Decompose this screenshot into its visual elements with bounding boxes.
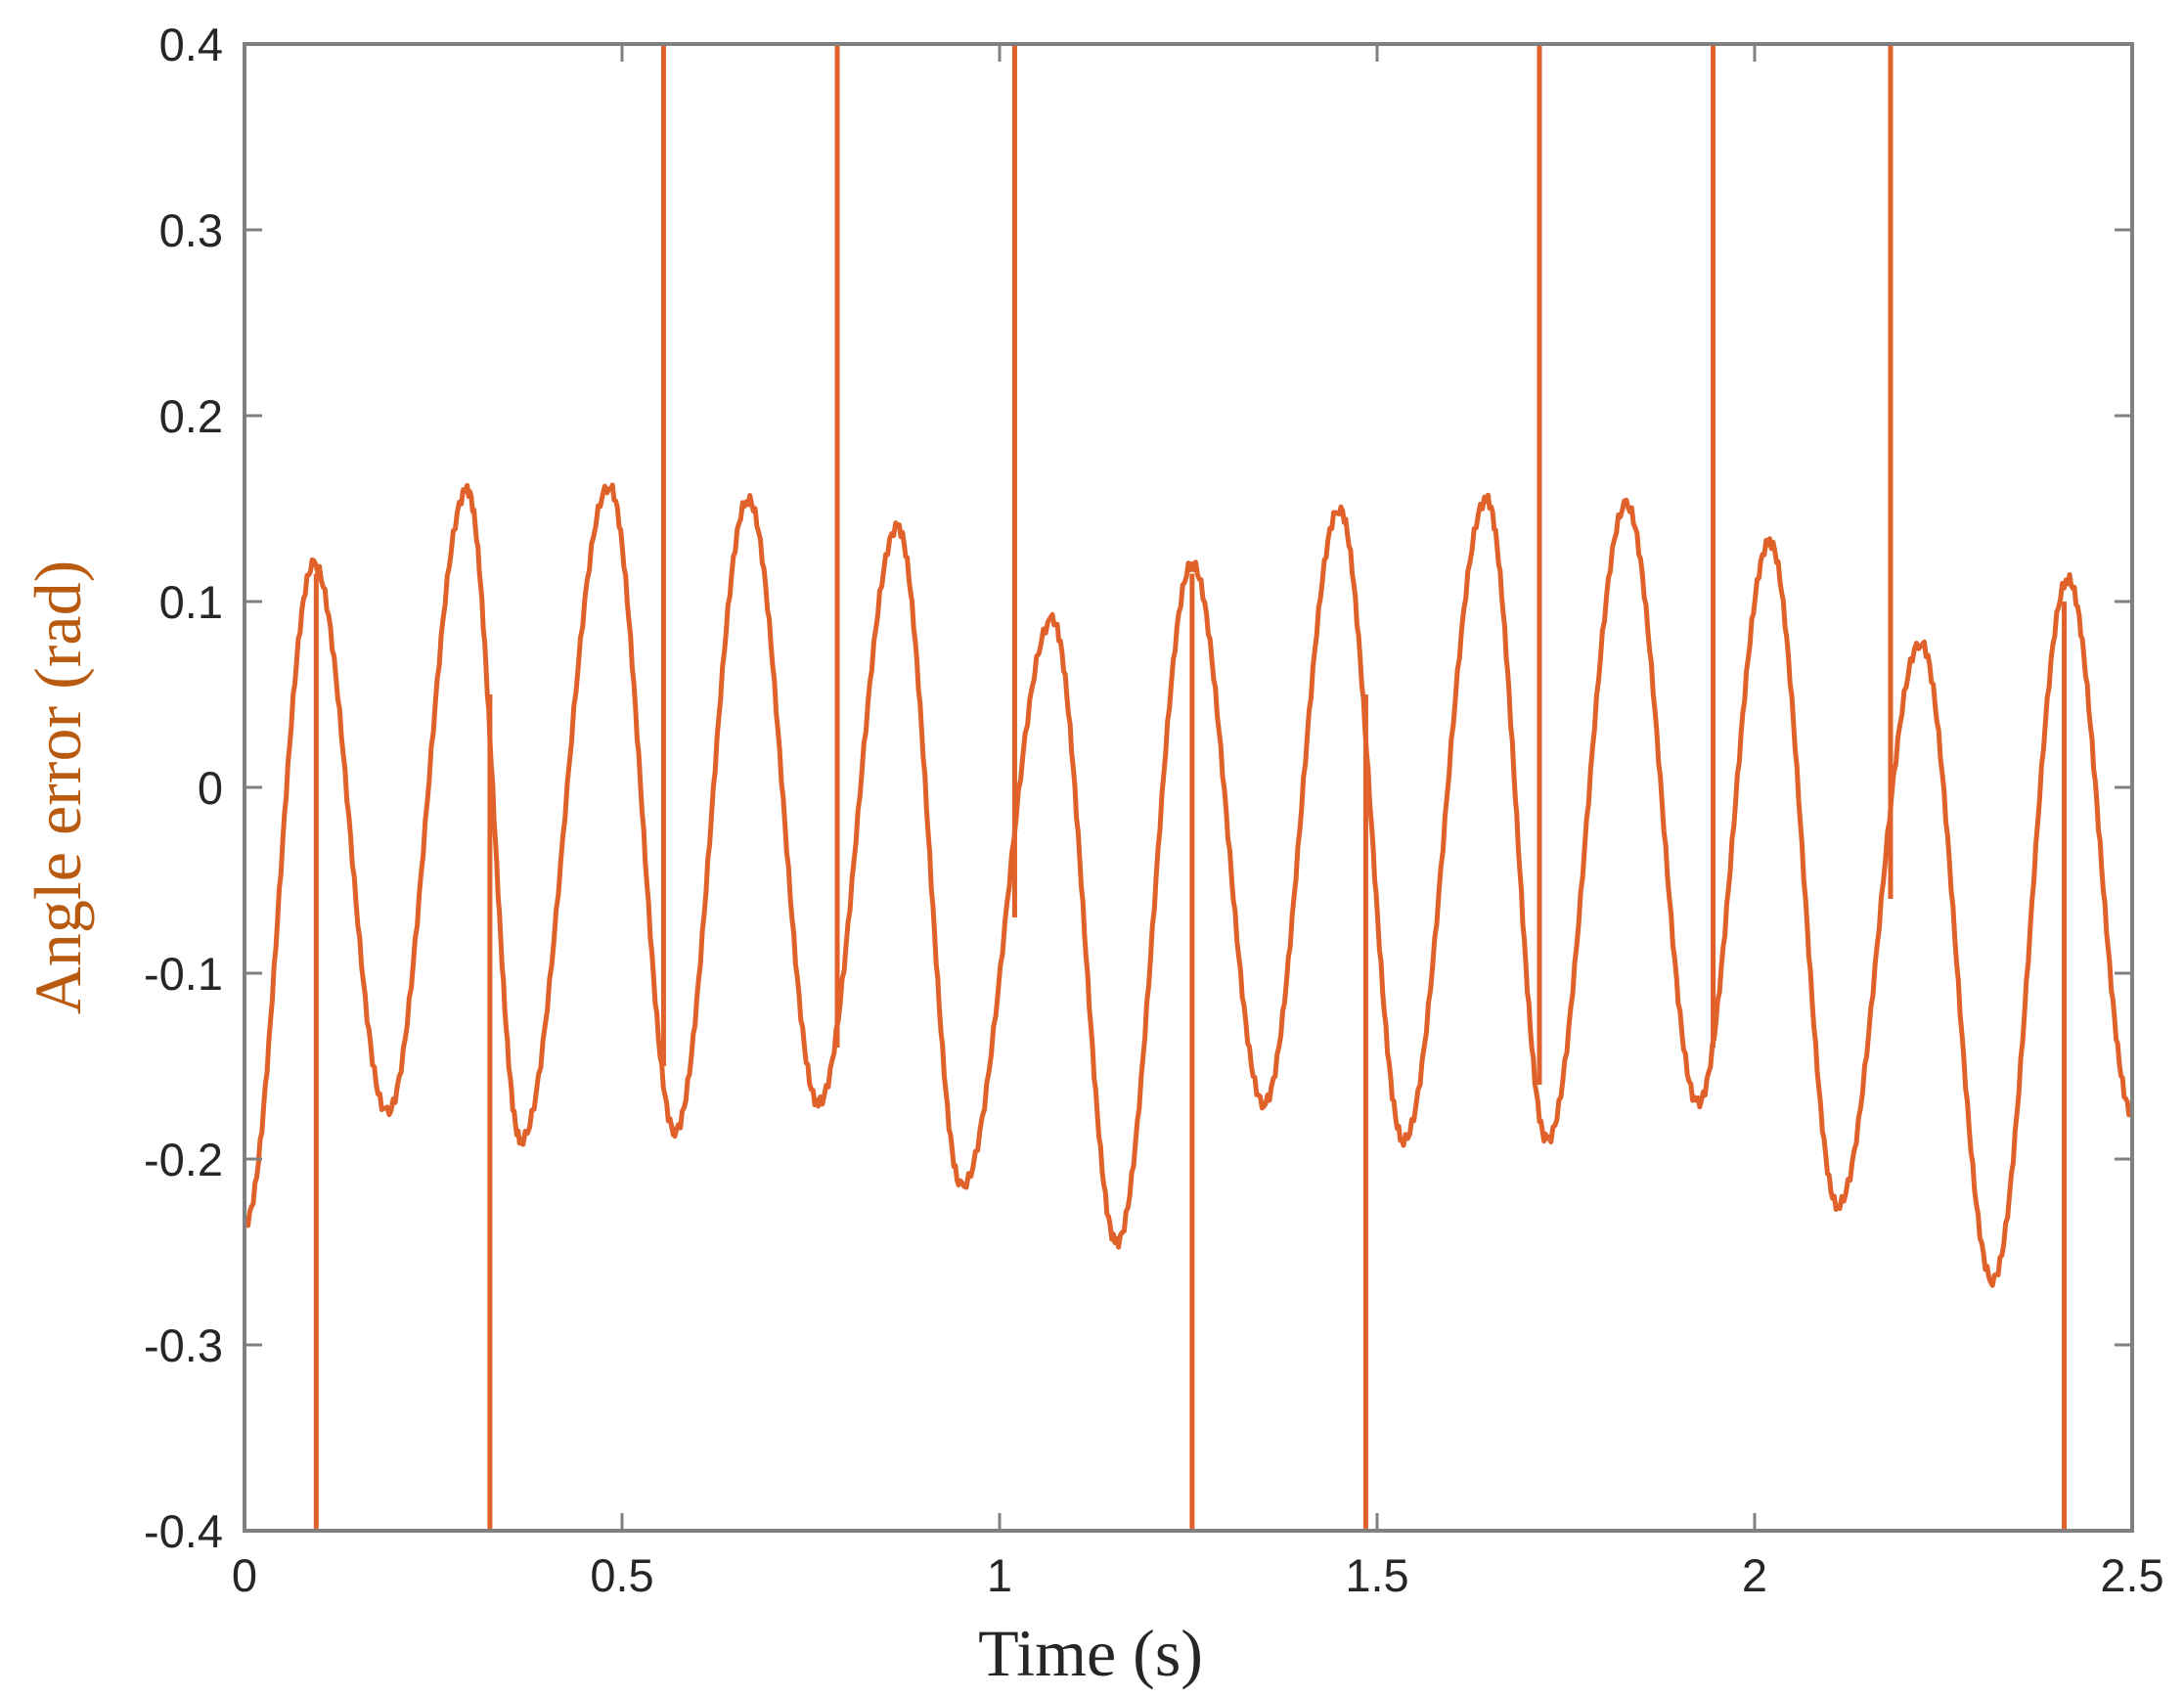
- x-tick-label: 2.5: [2100, 1549, 2163, 1601]
- y-tick-label: 0.3: [159, 204, 223, 256]
- plot-background: [245, 44, 2132, 1531]
- x-axis-label: Time (s): [978, 1616, 1203, 1690]
- tick-layer: 0 0.5 1 1.5 2 2.5 0.4 0.3 0.2 0.1 0 -0.1 -0.2 -0.3 -0.…: [144, 19, 2164, 1601]
- series-layer: [242, 44, 2135, 1531]
- y-tick-label: 0.1: [159, 576, 223, 628]
- y-tick-label: 0.2: [159, 390, 223, 442]
- y-tick-label: 0: [198, 762, 223, 814]
- x-tick-label: 0.5: [590, 1549, 653, 1601]
- plot-frame: [243, 42, 2134, 1533]
- y-tick-label: -0.2: [144, 1134, 223, 1185]
- x-tick-label: 2: [1742, 1549, 1767, 1601]
- y-tick-label: 0.4: [159, 19, 223, 70]
- angle-error-line: [242, 482, 2135, 1288]
- y-tick-label: -0.3: [144, 1319, 223, 1371]
- y-tick-label: -0.4: [144, 1505, 223, 1557]
- x-tick-label: 1.5: [1345, 1549, 1408, 1601]
- x-tick-label: 0: [232, 1549, 257, 1601]
- x-tick-label: 1: [987, 1549, 1012, 1601]
- y-tick-label: -0.1: [144, 948, 223, 1000]
- y-axis-label: Angle error (rad): [21, 560, 95, 1014]
